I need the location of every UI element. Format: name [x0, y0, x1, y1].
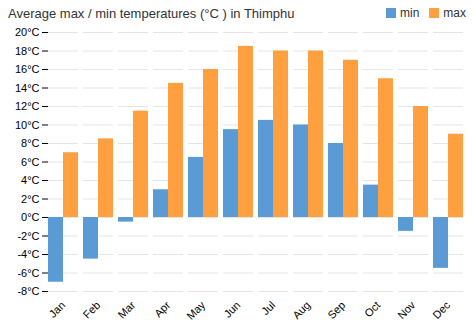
svg-text:20°C: 20°C	[15, 26, 40, 38]
html-text:max: max	[443, 6, 466, 20]
svg-text:2°C: 2°C	[21, 193, 40, 205]
svg-text:Sep: Sep	[325, 299, 347, 321]
html-text:min: min	[400, 6, 420, 20]
svg-text:-4°C: -4°C	[17, 248, 39, 260]
svg-text:0°C: 0°C	[21, 211, 40, 223]
svg-text:May: May	[184, 298, 208, 322]
svg-text:Feb: Feb	[81, 299, 103, 321]
svg-text:-2°C: -2°C	[17, 230, 39, 242]
svg-text:12°C: 12°C	[15, 100, 40, 112]
svg-text:Apr: Apr	[152, 299, 173, 320]
svg-text:Jun: Jun	[221, 299, 242, 320]
svg-text:14°C: 14°C	[15, 82, 40, 94]
svg-text:10°C: 10°C	[15, 119, 40, 131]
svg-text:Jan: Jan	[46, 299, 67, 320]
svg-text:16°C: 16°C	[15, 63, 40, 75]
svg-text:Aug: Aug	[290, 299, 312, 321]
svg-text:Nov: Nov	[395, 298, 418, 321]
svg-text:4°C: 4°C	[21, 174, 40, 186]
svg-text:-8°C: -8°C	[17, 285, 39, 297]
html-text:Average max / min temperatures: Average max / min temperatures (°C ) in …	[8, 5, 295, 21]
svg-text:Mar: Mar	[116, 299, 138, 321]
svg-text:Jul: Jul	[259, 299, 277, 317]
svg-text:Dec: Dec	[430, 298, 453, 321]
svg-text:-6°C: -6°C	[17, 267, 39, 279]
svg-text:18°C: 18°C	[15, 45, 40, 57]
svg-text:Oct: Oct	[362, 299, 383, 320]
svg-text:8°C: 8°C	[21, 137, 40, 149]
svg-text:6°C: 6°C	[21, 156, 40, 168]
